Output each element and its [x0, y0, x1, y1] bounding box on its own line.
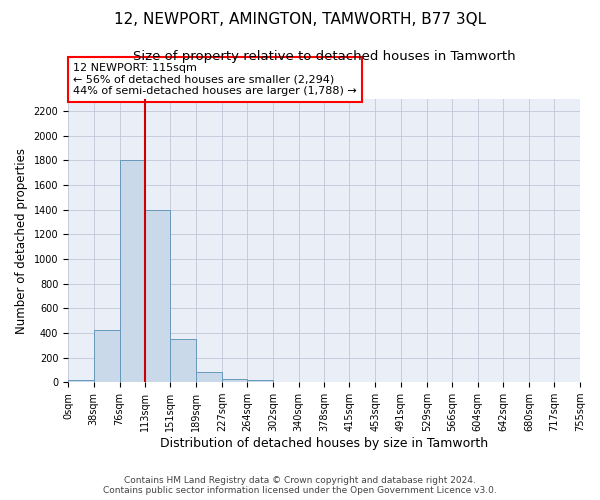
Bar: [222, 378, 247, 382]
X-axis label: Distribution of detached houses by size in Tamworth: Distribution of detached houses by size …: [160, 437, 488, 450]
Text: Contains HM Land Registry data © Crown copyright and database right 2024.
Contai: Contains HM Land Registry data © Crown c…: [103, 476, 497, 495]
Text: 12 NEWPORT: 115sqm
← 56% of detached houses are smaller (2,294)
44% of semi-deta: 12 NEWPORT: 115sqm ← 56% of detached hou…: [73, 63, 357, 96]
Title: Size of property relative to detached houses in Tamworth: Size of property relative to detached ho…: [133, 50, 515, 63]
Bar: [247, 380, 273, 382]
Bar: [68, 380, 94, 382]
Bar: [170, 339, 196, 382]
Bar: [196, 372, 222, 382]
Bar: [145, 210, 170, 382]
Bar: [119, 160, 145, 382]
Text: 12, NEWPORT, AMINGTON, TAMWORTH, B77 3QL: 12, NEWPORT, AMINGTON, TAMWORTH, B77 3QL: [114, 12, 486, 28]
Y-axis label: Number of detached properties: Number of detached properties: [15, 148, 28, 334]
Bar: [94, 330, 119, 382]
